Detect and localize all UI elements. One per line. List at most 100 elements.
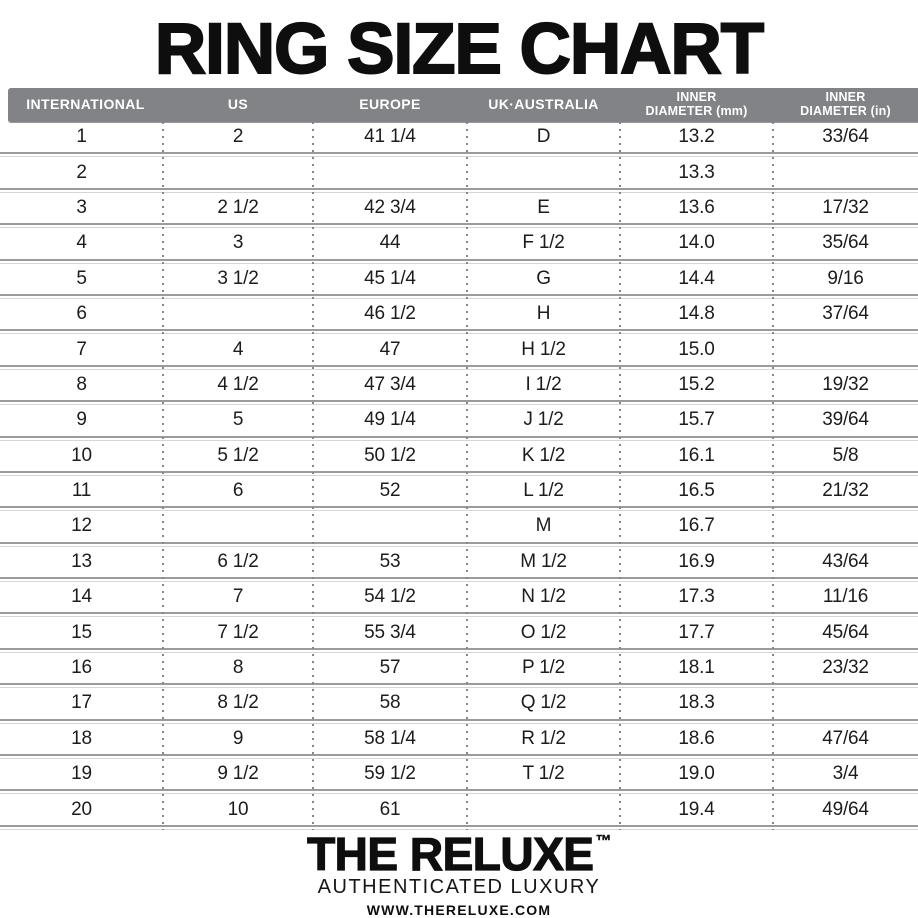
table-cell: 13.6	[678, 196, 715, 218]
row-divider	[0, 718, 918, 724]
table-cell: 5/8	[832, 444, 859, 466]
row-divider	[0, 223, 918, 229]
table-cell: I 1/2	[525, 373, 562, 395]
row-divider	[0, 470, 918, 476]
row-divider	[0, 364, 918, 370]
header-cell-line: EUROPE	[359, 96, 421, 113]
table-cell: 10	[227, 798, 249, 820]
table-cell: 59 1/2	[364, 763, 416, 785]
table-cell: 12	[71, 515, 92, 537]
row-divider	[0, 506, 918, 512]
table-header-row: INTERNATIONAL US EUROPE UK·AUSTRALIA INNER DI…	[8, 88, 918, 122]
table-row: 7 4 47 H 1/2 15.0	[0, 334, 918, 364]
table-row: 17 8 1/2 58 Q 1/2 18.3	[0, 688, 918, 718]
row-divider	[0, 435, 918, 441]
table-row: 11 6 52 L 1/2 16.5 21/32	[0, 476, 918, 506]
table-cell: D	[536, 126, 551, 148]
table-cell: 58	[379, 692, 401, 714]
table-cell: 15.2	[678, 373, 715, 395]
table-cell: 7 1/2	[217, 621, 259, 643]
table-cell: J 1/2	[523, 409, 564, 431]
ring-size-table: INTERNATIONAL US EUROPE UK·AUSTRALIA INNER DI…	[0, 88, 918, 830]
table-cell: L 1/2	[523, 480, 564, 502]
table-cell: 21/32	[822, 480, 869, 502]
table-row: 3 2 1/2 42 3/4 E 13.6 17/32	[0, 193, 918, 223]
table-cell: 11/16	[822, 586, 869, 608]
table-cell: 45/64	[822, 621, 869, 643]
table-cell: 16.1	[678, 444, 715, 466]
table-cell: 6	[76, 303, 87, 325]
table-cell: 39/64	[822, 409, 869, 431]
table-cell: 17.3	[678, 586, 715, 608]
table-cell: 16	[71, 657, 92, 679]
table-cell: Q 1/2	[520, 692, 567, 714]
table-cell: 52	[379, 480, 401, 502]
brand-tagline: AUTHENTICATED LUXURY	[317, 875, 601, 898]
table-cell: 5	[76, 267, 87, 289]
table-cell: 4	[232, 338, 244, 360]
table-cell: 19/32	[822, 373, 869, 395]
table-cell: 16.9	[678, 550, 715, 572]
table-cell: 2	[76, 161, 87, 183]
table-cell: F 1/2	[522, 232, 565, 254]
row-divider	[0, 789, 918, 795]
row-divider	[0, 400, 918, 406]
page-title: RING SIZE CHART	[154, 10, 765, 89]
header-cell-line: INNER	[825, 90, 866, 105]
table-cell: 8 1/2	[217, 692, 259, 714]
table-cell: 19	[71, 763, 92, 785]
table-row: 12 M 16.7	[0, 511, 918, 541]
table-cell: 3 1/2	[217, 267, 259, 289]
table-cell: E	[537, 196, 550, 218]
row-divider	[0, 577, 918, 583]
table-cell: K 1/2	[521, 444, 566, 466]
table-cell: 16.7	[678, 515, 715, 537]
table-cell: 17/32	[822, 196, 869, 218]
brand-footer: THE RELUXE ™ AUTHENTICATED LUXURY WWW.THE…	[0, 830, 918, 918]
table-row: 2 13.3	[0, 157, 918, 187]
header-cell: INNER DIAMETER (in)	[773, 90, 918, 119]
table-cell: 58 1/4	[364, 727, 416, 749]
table-cell: 43/64	[822, 550, 869, 572]
table-cell: 20	[71, 798, 92, 820]
table-cell: 47	[379, 338, 401, 360]
table-row: 9 5 49 1/4 J 1/2 15.7 39/64	[0, 405, 918, 435]
row-divider	[0, 329, 918, 335]
table-cell: O 1/2	[520, 621, 567, 643]
row-divider	[0, 824, 918, 830]
table-cell: 18.3	[678, 692, 715, 714]
brand-website: WWW.THERELUXE.COM	[366, 901, 552, 918]
table-cell: 3	[76, 196, 87, 218]
table-cell: 55 3/4	[364, 621, 416, 643]
row-divider	[0, 754, 918, 760]
header-cell: US	[163, 96, 313, 112]
header-cell-line: INNER	[676, 90, 717, 105]
table-cell: 2 1/2	[217, 196, 259, 218]
table-cell: R 1/2	[521, 727, 566, 749]
table-row: 8 4 1/2 47 3/4 I 1/2 15.2 19/32	[0, 370, 918, 400]
table-row: 15 7 1/2 55 3/4 O 1/2 17.7 45/64	[0, 617, 918, 647]
header-cell-line: DIAMETER (in)	[800, 104, 891, 118]
header-cell: EUROPE	[313, 96, 467, 113]
table-cell: 3	[232, 232, 244, 254]
header-cell: UK·AUSTRALIA	[467, 96, 620, 112]
table-cell: 6	[232, 480, 244, 502]
table-cell: N 1/2	[521, 586, 566, 608]
table-cell: 41 1/4	[364, 126, 416, 148]
table-cell: 17	[71, 692, 92, 714]
table-row: 18 9 58 1/4 R 1/2 18.6 47/64	[0, 724, 918, 754]
table-cell: 4	[76, 232, 87, 254]
table-cell: 53	[379, 550, 401, 572]
row-divider	[0, 293, 918, 299]
table-cell: 47 3/4	[364, 373, 416, 395]
table-cell: 15.7	[678, 409, 715, 431]
row-divider	[0, 152, 918, 158]
table-cell: 19.4	[678, 798, 715, 820]
table-cell: T 1/2	[522, 763, 565, 785]
row-divider	[0, 683, 918, 689]
table-cell: 50 1/2	[364, 444, 416, 466]
table-cell: 18.6	[678, 727, 715, 749]
table-cell: M	[535, 515, 552, 537]
table-cell: 49/64	[822, 798, 869, 820]
